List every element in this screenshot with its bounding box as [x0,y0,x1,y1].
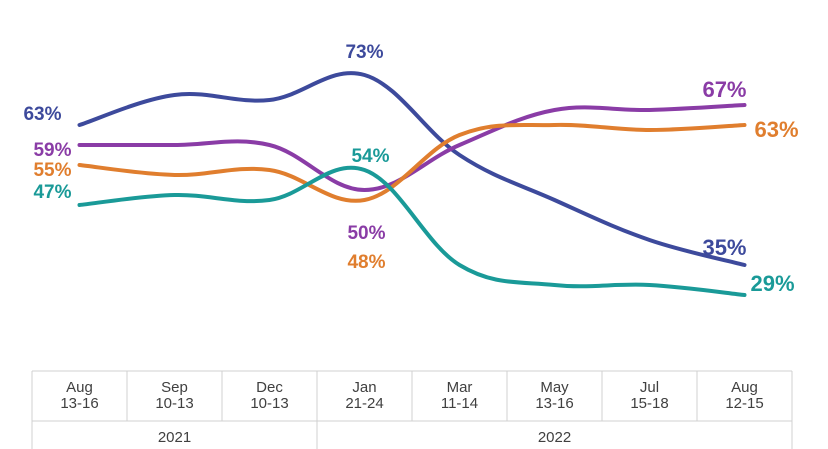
data-label-1-3: 50% [347,223,385,244]
tick-label-7-1: 12-15 [725,395,763,412]
data-label-0-3: 73% [345,42,383,63]
tick-label-3-1: 21-24 [345,395,383,412]
data-labels: 63% 73% 35% 59% 50% 67% 55% 48% 63% 47% 54% 29% [23,42,798,296]
data-label-3-0: 47% [33,182,71,203]
tick-label-1-1: 10-13 [155,395,193,412]
tick-label-5-1: 13-16 [535,395,573,412]
series-line-3 [77,165,747,297]
tick-label-6-1: 15-18 [630,395,668,412]
tick-label-7-0: Aug [731,379,758,396]
series-line-0 [77,71,747,267]
data-label-2-3: 48% [347,252,385,273]
tick-label-3-0: Jan [352,379,376,396]
data-label-3-3: 54% [351,146,389,167]
data-label-0-0: 63% [23,104,61,125]
series-line-1 [77,103,747,192]
data-label-1-7: 67% [702,77,746,102]
tick-label-4-1: 11-14 [441,395,478,412]
tick-label-2-0: Dec [256,379,283,396]
year-label-0: 2021 [158,429,191,446]
tick-label-0-1: 13-16 [60,395,98,412]
data-label-2-0: 55% [33,160,71,181]
year-label-1: 2022 [538,429,571,446]
series-lines [77,71,747,297]
data-label-1-0: 59% [33,140,71,161]
data-label-3-7: 29% [751,271,795,296]
tick-label-2-1: 10-13 [250,395,288,412]
data-label-2-7: 63% [755,117,799,142]
tick-label-0-0: Aug [66,379,93,396]
data-label-0-7: 35% [702,235,746,260]
series-line-2 [77,122,747,203]
tick-label-6-0: Jul [640,379,659,396]
tick-label-5-0: May [540,379,569,396]
x-axis: Aug13-16Sep10-13Dec10-13Jan21-24Mar11-14… [31,370,793,449]
tick-label-4-0: Mar [447,379,473,396]
tick-label-1-0: Sep [161,379,188,396]
